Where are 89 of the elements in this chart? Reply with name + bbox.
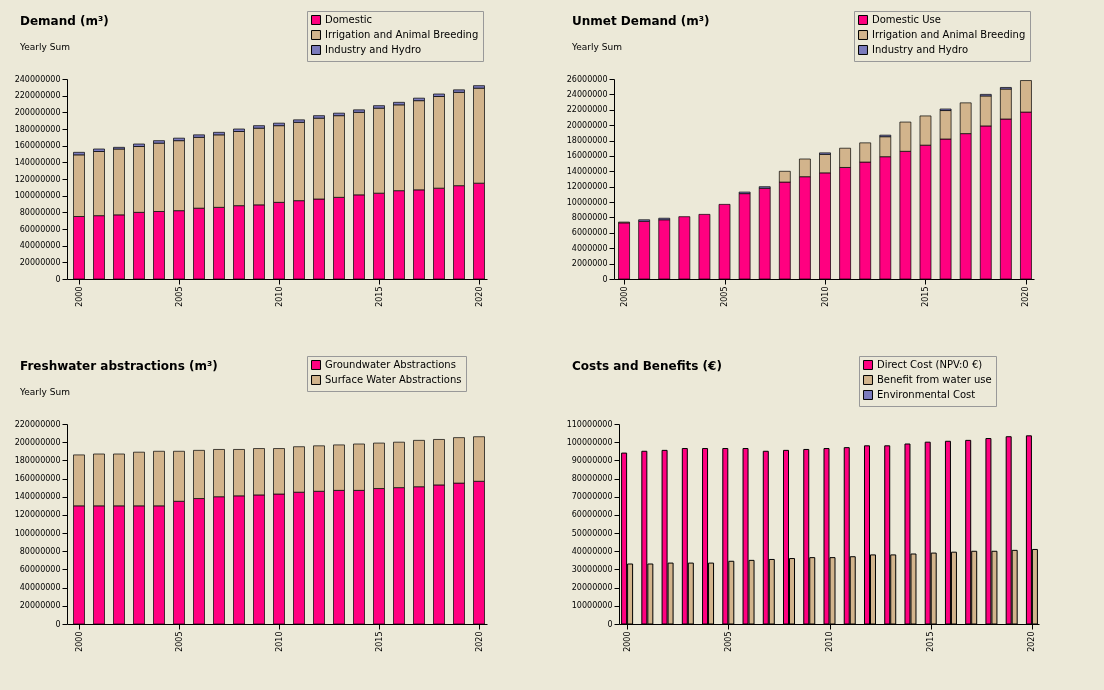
y-tick-label: 0	[55, 619, 61, 629]
legend-label: Industry and Hydro	[325, 44, 422, 55]
y-tick-label: 160000000	[14, 141, 61, 151]
y-tick-label: 180000000	[14, 124, 61, 134]
y-tick-label: 220000000	[14, 419, 61, 429]
y-tick-label: 4000000	[571, 243, 608, 253]
x-tick-label: 2005	[723, 631, 733, 652]
legend-label: Direct Cost (NPV:0 €)	[877, 359, 983, 370]
chart-title: Freshwater abstractions (m³)	[20, 359, 218, 373]
legend-label: Domestic Use	[872, 14, 941, 25]
y-tick-label: 200000000	[14, 437, 61, 447]
y-tick-label: 6000000	[571, 228, 608, 238]
y-tick-label: 8000000	[571, 212, 608, 222]
y-tick-label: 100000000	[14, 528, 61, 538]
chart-title: Demand (m³)	[20, 14, 109, 28]
y-tick-label: 2000000	[571, 259, 608, 269]
x-tick-label: 2010	[274, 286, 284, 307]
y-tick-label: 200000000	[14, 107, 61, 117]
y-tick-label: 22000000	[566, 105, 608, 115]
y-tick-label: 16000000	[566, 151, 608, 161]
y-tick-label: 40000000	[19, 583, 61, 593]
chart-title: Costs and Benefits (€)	[572, 359, 722, 373]
x-tick-label: 2020	[1021, 286, 1031, 307]
y-tick-label: 60000000	[571, 510, 613, 520]
y-tick-label: 30000000	[571, 564, 613, 574]
legend-label: Groundwater Abstractions	[325, 359, 456, 370]
x-tick-label: 2015	[374, 286, 384, 307]
legend-label: Benefit from water use	[877, 374, 992, 385]
y-tick-label: 140000000	[14, 157, 61, 167]
y-tick-label: 14000000	[566, 166, 608, 176]
y-tick-label: 40000000	[571, 546, 613, 556]
y-tick-label: 20000000	[19, 257, 61, 267]
legend-label: Domestic	[325, 14, 373, 25]
y-tick-label: 40000000	[19, 241, 61, 251]
x-tick-label: 2020	[474, 286, 484, 307]
chart-title: Unmet Demand (m³)	[572, 14, 710, 28]
y-tick-label: 0	[607, 619, 613, 629]
y-tick-label: 50000000	[571, 528, 613, 538]
y-tick-label: 120000000	[14, 174, 61, 184]
y-tick-label: 0	[602, 274, 608, 284]
x-tick-label: 2015	[374, 631, 384, 652]
y-tick-label: 12000000	[566, 182, 608, 192]
y-tick-label: 80000000	[571, 474, 613, 484]
y-tick-label: 10000000	[566, 197, 608, 207]
y-tick-label: 180000000	[14, 455, 61, 465]
y-tick-label: 60000000	[19, 224, 61, 234]
y-tick-label: 160000000	[14, 474, 61, 484]
x-tick-label: 2010	[820, 286, 830, 307]
legend-label: Irrigation and Animal Breeding	[325, 29, 479, 40]
y-tick-label: 20000000	[571, 583, 613, 593]
y-tick-label: 140000000	[14, 492, 61, 502]
x-tick-label: 2010	[825, 631, 835, 652]
chart-subtitle: Yearly Sum	[572, 42, 622, 52]
y-tick-label: 80000000	[19, 207, 61, 217]
x-tick-label: 2000	[619, 286, 629, 307]
legend-label: Industry and Hydro	[872, 44, 969, 55]
legend-label: Environmental Cost	[877, 389, 976, 400]
y-tick-label: 26000000	[566, 74, 608, 84]
y-tick-label: 70000000	[571, 492, 613, 502]
y-tick-label: 100000000	[14, 191, 61, 201]
y-tick-label: 110000000	[566, 419, 613, 429]
x-tick-label: 2015	[926, 631, 936, 652]
x-tick-label: 2020	[1027, 631, 1037, 652]
x-tick-label: 2000	[74, 631, 84, 652]
x-tick-label: 2020	[474, 631, 484, 652]
x-tick-label: 2000	[74, 286, 84, 307]
y-tick-label: 20000000	[19, 601, 61, 611]
chart-subtitle: Yearly Sum	[20, 387, 70, 397]
y-tick-label: 0	[55, 274, 61, 284]
x-tick-label: 2005	[174, 286, 184, 307]
legend-label: Surface Water Abstractions	[325, 374, 462, 385]
y-tick-label: 18000000	[566, 136, 608, 146]
y-tick-label: 100000000	[566, 437, 613, 447]
x-tick-label: 2005	[174, 631, 184, 652]
y-tick-label: 80000000	[19, 546, 61, 556]
y-tick-label: 60000000	[19, 564, 61, 574]
legend-label: Irrigation and Animal Breeding	[872, 29, 1026, 40]
y-tick-label: 24000000	[566, 89, 608, 99]
y-tick-label: 20000000	[566, 120, 608, 130]
y-tick-label: 120000000	[14, 510, 61, 520]
x-tick-label: 2015	[920, 286, 930, 307]
y-tick-label: 220000000	[14, 91, 61, 101]
x-tick-label: 2000	[622, 631, 632, 652]
y-tick-label: 90000000	[571, 455, 613, 465]
x-tick-label: 2010	[274, 631, 284, 652]
y-tick-label: 10000000	[571, 601, 613, 611]
y-tick-label: 240000000	[14, 74, 61, 84]
x-tick-label: 2005	[720, 286, 730, 307]
chart-subtitle: Yearly Sum	[20, 42, 70, 52]
